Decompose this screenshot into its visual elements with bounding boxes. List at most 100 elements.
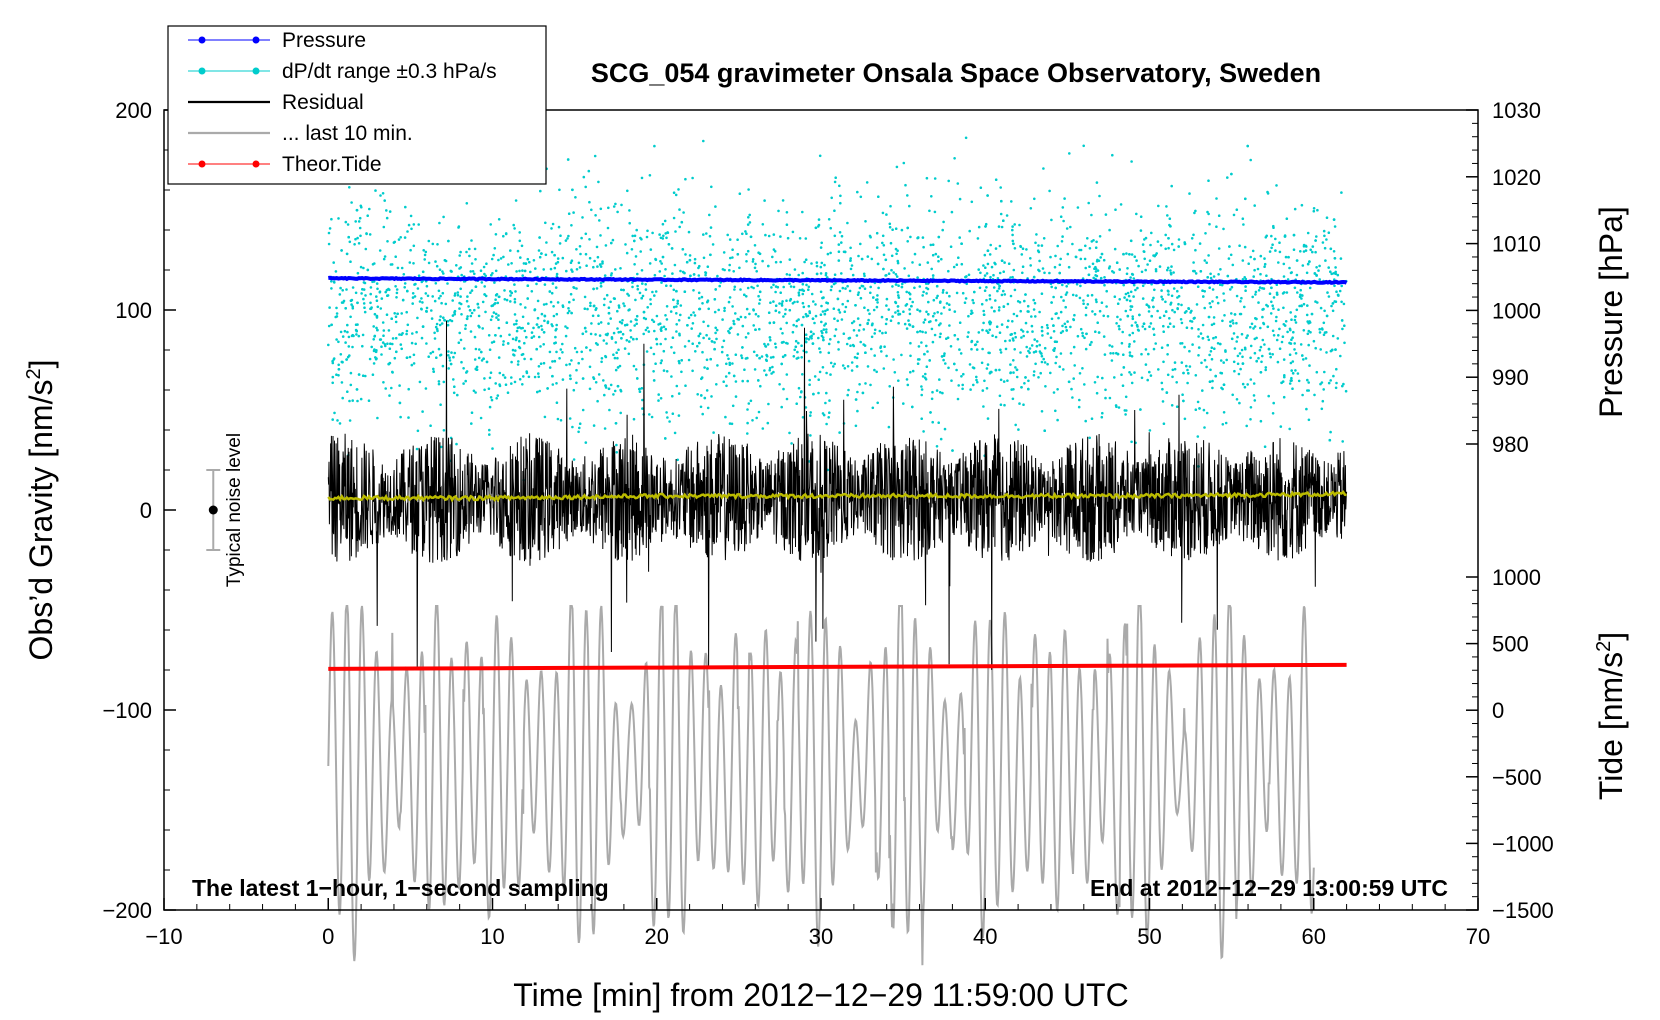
dpdt-point bbox=[459, 250, 462, 254]
dpdt-point bbox=[983, 289, 987, 293]
dpdt-point bbox=[566, 311, 570, 315]
dpdt-point bbox=[794, 339, 798, 343]
dpdt-point bbox=[1343, 341, 1346, 345]
dpdt-point bbox=[1233, 347, 1237, 350]
dpdt-point bbox=[1258, 348, 1262, 352]
dpdt-point bbox=[1171, 308, 1174, 312]
dpdt-point bbox=[1179, 318, 1183, 321]
dpdt-point bbox=[680, 370, 683, 374]
dpdt-point bbox=[809, 330, 813, 334]
dpdt-point bbox=[1125, 252, 1128, 255]
dpdt-point bbox=[665, 370, 669, 373]
dpdt-point bbox=[805, 315, 808, 318]
dpdt-point bbox=[881, 234, 885, 238]
dpdt-point bbox=[781, 199, 785, 202]
dpdt-point bbox=[1291, 336, 1294, 340]
dpdt-point bbox=[603, 274, 607, 277]
dpdt-point bbox=[1327, 266, 1330, 269]
dpdt-point bbox=[758, 252, 762, 256]
dpdt-point bbox=[1095, 391, 1099, 395]
dpdt-point bbox=[1304, 249, 1308, 252]
dpdt-point bbox=[996, 289, 999, 293]
dpdt-point bbox=[360, 292, 363, 295]
dpdt-point bbox=[977, 225, 981, 229]
dpdt-point bbox=[1119, 318, 1122, 321]
dpdt-point bbox=[877, 195, 880, 198]
dpdt-point bbox=[1053, 265, 1057, 269]
dpdt-point bbox=[853, 356, 857, 359]
dpdt-point bbox=[725, 362, 728, 366]
dpdt-point bbox=[798, 288, 802, 292]
legend-entry: dP/dt range ±0.3 hPa/s bbox=[188, 60, 497, 83]
dpdt-point bbox=[435, 322, 439, 326]
dpdt-point bbox=[947, 269, 950, 273]
dpdt-point bbox=[768, 336, 772, 339]
dpdt-point bbox=[484, 310, 487, 314]
dpdt-point bbox=[945, 337, 948, 341]
dpdt-point bbox=[1007, 262, 1011, 266]
dpdt-point bbox=[437, 380, 441, 383]
dpdt-point bbox=[1291, 360, 1295, 363]
dpdt-point bbox=[900, 353, 903, 357]
dpdt-point bbox=[778, 383, 781, 386]
dpdt-point bbox=[1212, 322, 1216, 326]
dpdt-point bbox=[881, 241, 884, 245]
dpdt-point bbox=[1073, 364, 1076, 367]
dpdt-point bbox=[1150, 231, 1153, 235]
dpdt-point bbox=[801, 301, 805, 305]
dpdt-point bbox=[533, 375, 537, 379]
dpdt-point bbox=[678, 225, 681, 229]
dpdt-point bbox=[687, 339, 691, 343]
dpdt-point bbox=[383, 343, 387, 346]
dpdt-point bbox=[1175, 405, 1179, 409]
dpdt-point bbox=[347, 345, 351, 348]
dpdt-point bbox=[1021, 271, 1024, 275]
dpdt-point bbox=[1172, 325, 1176, 328]
dpdt-point bbox=[381, 341, 385, 344]
dpdt-point bbox=[964, 136, 968, 140]
dpdt-point bbox=[1054, 409, 1057, 413]
dpdt-point bbox=[1271, 243, 1274, 246]
dpdt-point bbox=[510, 262, 513, 265]
dpdt-point bbox=[728, 238, 732, 241]
dpdt-point bbox=[1018, 301, 1022, 304]
dpdt-point bbox=[967, 314, 970, 318]
dpdt-point bbox=[680, 220, 684, 224]
dpdt-point bbox=[434, 325, 438, 329]
dpdt-point bbox=[1026, 330, 1029, 334]
dpdt-point bbox=[1093, 313, 1097, 316]
dpdt-point bbox=[1203, 290, 1206, 293]
dpdt-point bbox=[340, 249, 343, 252]
dpdt-point bbox=[423, 253, 427, 257]
dpdt-point bbox=[469, 330, 473, 333]
dpdt-point bbox=[1052, 391, 1056, 394]
dpdt-point bbox=[351, 307, 355, 310]
dpdt-point bbox=[1114, 404, 1118, 407]
dpdt-point bbox=[668, 420, 671, 423]
dpdt-point bbox=[537, 325, 540, 329]
dpdt-point bbox=[378, 290, 382, 294]
dpdt-point bbox=[327, 231, 331, 235]
dpdt-point bbox=[733, 288, 736, 291]
dpdt-point bbox=[1032, 308, 1036, 311]
dpdt-point bbox=[755, 270, 758, 273]
dpdt-point bbox=[731, 248, 734, 251]
dpdt-point bbox=[570, 224, 573, 227]
dpdt-point bbox=[1323, 246, 1327, 250]
dpdt-point bbox=[691, 342, 694, 346]
dpdt-point bbox=[820, 304, 823, 308]
dpdt-point bbox=[1124, 413, 1127, 416]
dpdt-point bbox=[1344, 389, 1348, 393]
dpdt-point bbox=[988, 322, 992, 326]
dpdt-point bbox=[1086, 303, 1090, 306]
dpdt-point bbox=[592, 265, 595, 269]
dpdt-point bbox=[510, 291, 513, 295]
dpdt-point bbox=[405, 329, 409, 333]
dpdt-point bbox=[875, 231, 879, 235]
dpdt-point bbox=[1135, 212, 1138, 216]
dpdt-point bbox=[483, 272, 486, 276]
dpdt-point bbox=[1060, 295, 1063, 299]
dpdt-point bbox=[961, 383, 964, 387]
dpdt-point bbox=[648, 413, 651, 416]
